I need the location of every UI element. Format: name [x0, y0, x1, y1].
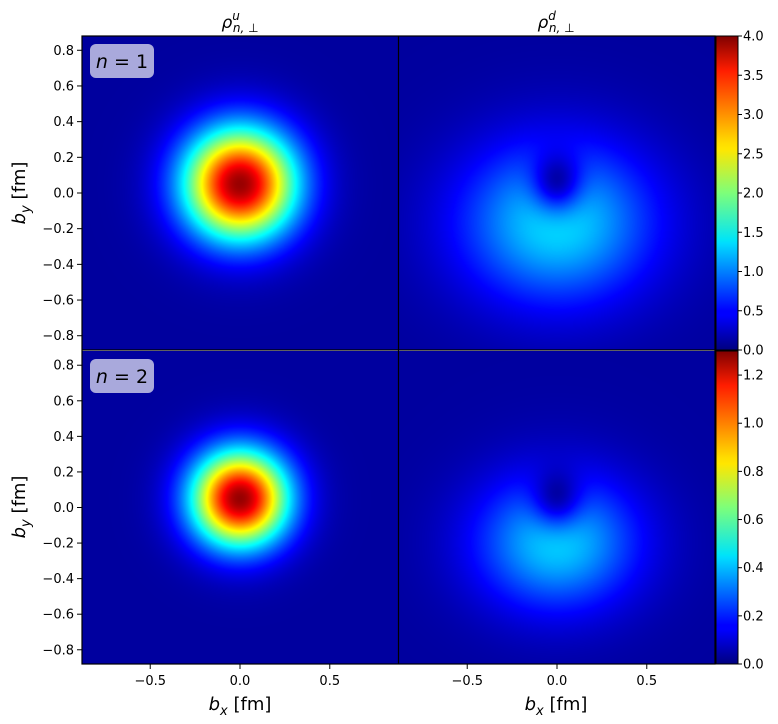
colorbar-tick-label: 3.0	[743, 108, 764, 123]
heatmap-panels	[82, 36, 715, 664]
row-badge-n2: n = 2	[90, 359, 154, 393]
column-title-u: ρu n, ⊥	[221, 9, 258, 35]
y-tick-label: 0.0	[53, 187, 74, 202]
panel-borders	[81, 35, 716, 665]
colorbar-tick-label: 1.2	[743, 369, 764, 384]
x-tick-label: 0.5	[319, 674, 340, 689]
y-tick-label: 0.2	[53, 465, 74, 480]
colorbar-tick-label: 1.0	[743, 265, 764, 280]
colorbar-tick-label: 0.8	[743, 465, 764, 480]
x-tick-label: 0.0	[547, 674, 568, 689]
heatmap-u-quark-n-1	[82, 36, 398, 350]
colorbar-tick-label: 2.0	[743, 187, 764, 202]
y-tick-label: 0.4	[53, 430, 74, 445]
y-tick-label: 0.2	[53, 151, 74, 166]
colorbar-n1	[715, 35, 739, 351]
x-tick-label: −0.5	[134, 674, 166, 689]
y-tick-label: −0.8	[42, 329, 74, 344]
colorbar-tick-label: 2.5	[743, 147, 764, 162]
axes-ticks: −0.8 −0.6 −0.4 −0.2 0.0 0.2 0.4 0.6 0.8 −0.8 −0.6 −…	[42, 44, 657, 689]
heatmap-u-quark-n-2	[82, 351, 398, 664]
x-tick-label: 0.5	[636, 674, 657, 689]
colorbar-tick-label: 3.5	[743, 69, 764, 84]
y-tick-label: −0.8	[42, 643, 74, 658]
svg-text:n = 2: n = 2	[96, 366, 148, 388]
svg-text:n = 1: n = 1	[96, 51, 148, 73]
y-tick-label: −0.6	[42, 608, 74, 623]
colorbar-ticks: 0.0 0.5 1.0 1.5 2.0 2.5 3.0 3.5 4.0 0.0 0.2 0.4 0.6 0…	[738, 30, 764, 673]
colorbar-tick-label: 0.6	[743, 513, 764, 528]
y-tick-label: −0.6	[42, 294, 74, 309]
colorbar-tick-label: 0.4	[743, 561, 764, 576]
y-tick-label: 0.6	[53, 394, 74, 409]
row-badge-n1: n = 1	[90, 44, 154, 78]
x-axis-label-left: bx [fm]	[209, 694, 272, 719]
x-axis-label-right: bx [fm]	[525, 694, 588, 719]
y-tick-label: 0.6	[53, 79, 74, 94]
x-tick-label: 0.0	[230, 674, 251, 689]
y-axis-label-bottom: by [fm]	[9, 476, 34, 539]
y-tick-label: −0.2	[42, 222, 74, 237]
colorbar-tick-label: 1.5	[743, 226, 764, 241]
column-title-d: ρd n, ⊥	[537, 9, 574, 35]
colorbar-tick-label: 0.2	[743, 609, 764, 624]
colorbar-tick-label: 0.0	[743, 344, 764, 359]
colorbar-tick-label: 0.5	[743, 304, 764, 319]
heatmap-d-quark-n-2	[399, 351, 715, 664]
x-tick-label: −0.5	[451, 674, 483, 689]
colorbar-tick-label: 4.0	[743, 30, 764, 45]
y-tick-label: 0.0	[53, 501, 74, 516]
colorbar-tick-label: 0.0	[743, 658, 764, 673]
y-tick-label: 0.4	[53, 115, 74, 130]
y-tick-label: 0.8	[53, 44, 74, 59]
y-tick-label: 0.8	[53, 359, 74, 374]
y-axis-label-top: by [fm]	[9, 162, 34, 225]
y-tick-label: −0.2	[42, 537, 74, 552]
heatmap-d-quark-n-1	[399, 36, 715, 350]
y-tick-label: −0.4	[42, 572, 74, 587]
y-tick-label: −0.4	[42, 258, 74, 273]
colorbar-n2	[715, 350, 739, 665]
colorbar-tick-label: 1.0	[743, 417, 764, 432]
